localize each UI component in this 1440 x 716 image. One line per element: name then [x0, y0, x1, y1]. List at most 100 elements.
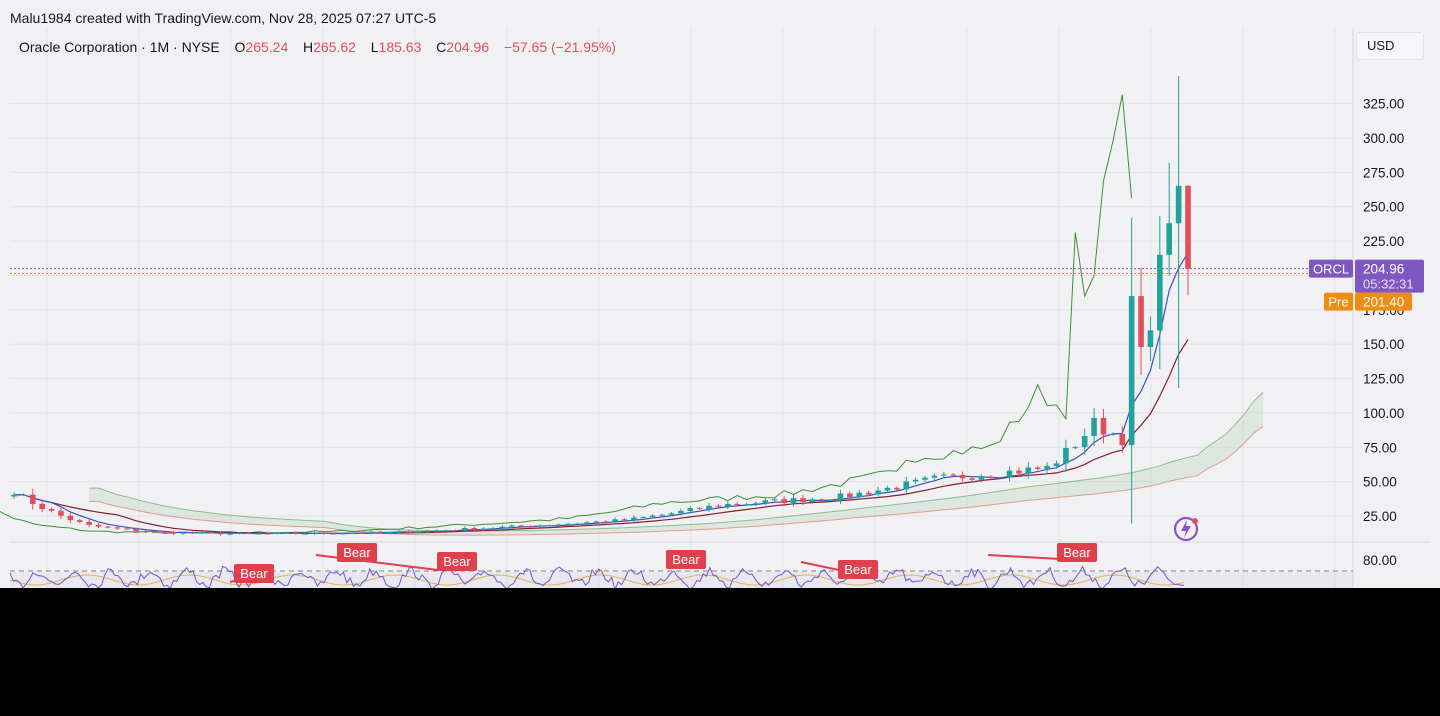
candle-body [621, 519, 628, 521]
price-axis: 25.0050.0075.00100.00125.00150.00175.002… [1363, 97, 1404, 568]
bear-signal-badge: Bear [337, 543, 377, 562]
candle [1100, 409, 1107, 444]
candle-body [471, 528, 478, 530]
candle [1110, 432, 1116, 436]
candle-body [696, 508, 703, 510]
bear-badge-label: Bear [844, 562, 872, 577]
candle [818, 498, 825, 502]
candle-body [950, 474, 956, 476]
candle-body [753, 503, 759, 505]
candle-body [922, 477, 928, 480]
candle [584, 520, 590, 526]
candle [659, 513, 665, 517]
price-tick-label: 300.00 [1363, 131, 1404, 146]
candle [48, 507, 55, 513]
pre-price-label: 201.40 [1363, 295, 1404, 310]
candle-body [58, 510, 64, 516]
bear-badge-label: Bear [1063, 545, 1091, 560]
candle [217, 531, 224, 536]
candle-body [847, 493, 853, 498]
candle-body [339, 533, 346, 535]
candle [508, 524, 515, 528]
candle-body [161, 532, 168, 534]
candle [161, 531, 168, 534]
candle-body [828, 500, 834, 502]
candle [809, 497, 816, 504]
candle [471, 526, 478, 532]
candle-body [856, 492, 863, 498]
candle [123, 527, 130, 530]
candle [39, 500, 45, 513]
candle-body [490, 528, 496, 530]
candle [386, 531, 393, 534]
candle [76, 518, 83, 524]
candle [499, 525, 506, 530]
candle [574, 522, 581, 525]
candle-body [499, 526, 506, 529]
open-value: 265.24 [245, 39, 289, 55]
candle [405, 529, 412, 535]
candle-body [1006, 470, 1013, 478]
base-line [13, 339, 1189, 534]
candle [668, 512, 675, 517]
chart-screen: Malu1984 created with TradingView.com, N… [0, 0, 1440, 588]
candle [11, 492, 17, 499]
candle-body [1072, 447, 1079, 449]
bear-signal-badge: Bear [437, 552, 477, 571]
candle-body [612, 519, 618, 523]
price-tick-label: 250.00 [1363, 200, 1404, 215]
candle [837, 489, 844, 504]
candle [1063, 439, 1069, 472]
candle [462, 526, 468, 532]
price-tick-label: 125.00 [1363, 372, 1404, 387]
close-label: C [436, 39, 447, 55]
candle-body [1175, 185, 1182, 224]
candle [696, 507, 703, 510]
chart-credit: Malu1984 created with TradingView.com, N… [10, 10, 437, 26]
symbol-name: Oracle Corporation · 1M · NYSE [19, 39, 220, 55]
candle [443, 529, 449, 532]
candle-body [67, 515, 74, 521]
candle [631, 515, 637, 523]
candle-body [1034, 467, 1041, 469]
candle [1044, 462, 1050, 473]
candle [856, 490, 863, 500]
lagging-span-line [0, 94, 1133, 534]
tradingview-logo-icon [1173, 516, 1199, 542]
candle-body [292, 532, 299, 534]
chart-svg[interactable]: Bear Bear Bear Bear Bear Bear 25.00 50.00 75.00… [0, 0, 1440, 588]
candle-body [584, 522, 590, 524]
candle-body [443, 530, 449, 532]
candle-body [11, 494, 17, 497]
candle-body [903, 481, 910, 490]
candle [339, 532, 346, 535]
currency-button[interactable]: USD [1356, 32, 1424, 60]
candle-body [133, 529, 139, 532]
candle [734, 502, 740, 507]
candle [612, 517, 618, 525]
candle [621, 518, 628, 522]
candle [753, 501, 759, 507]
bear-badge-bg [838, 560, 878, 579]
close-value: 204.96 [446, 39, 490, 55]
candle-body [152, 531, 158, 533]
candle-body [452, 530, 459, 532]
candle [302, 532, 308, 535]
candle-body [527, 526, 534, 528]
candle-body [969, 478, 975, 480]
candle [264, 532, 271, 535]
candle [208, 531, 215, 534]
candle-body [217, 532, 224, 535]
candle [1072, 445, 1079, 450]
candle [931, 473, 938, 480]
candle-body [734, 503, 740, 505]
candle [922, 475, 928, 482]
ticker-badge-label: ORCL [1313, 262, 1349, 277]
logo-bolt [1181, 520, 1191, 538]
candle-body [678, 510, 684, 514]
candle-body [659, 514, 665, 516]
low-value: 185.63 [378, 39, 422, 55]
candle [377, 530, 384, 534]
candle [433, 529, 440, 532]
candle [1091, 407, 1097, 446]
